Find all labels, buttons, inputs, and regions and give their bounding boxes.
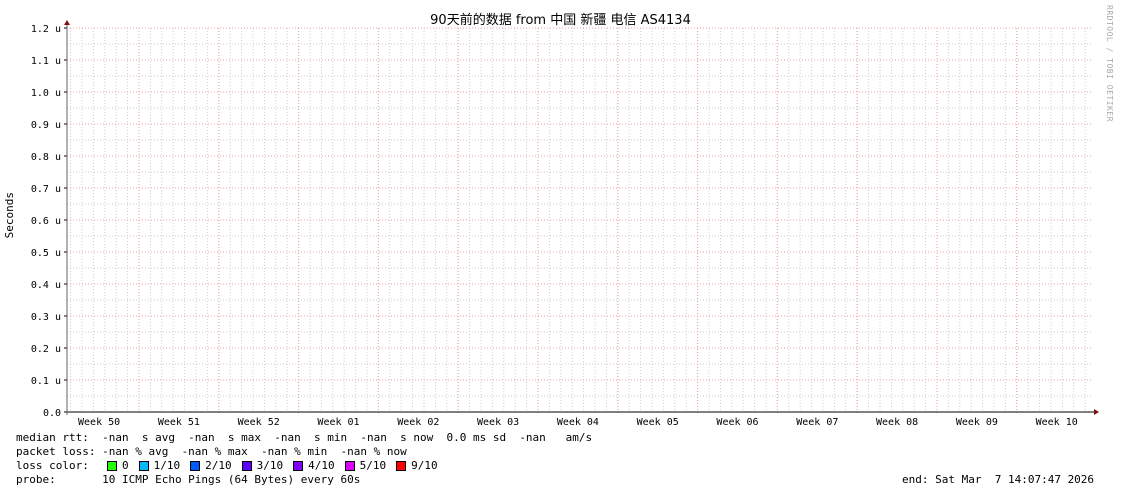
y-axis-arrow (64, 20, 70, 25)
y-axis-label: Seconds (3, 192, 16, 239)
y-tick-label: 0.8 u (31, 152, 61, 163)
y-tick-label: 1.1 u (31, 56, 61, 67)
x-tick-label: Week 06 (716, 417, 758, 428)
loss-color-label: loss color: (16, 459, 89, 472)
loss-color-legend: 0 1/10 2/10 3/10 4/10 5/10 9/10 (107, 459, 448, 472)
y-tick-label: 1.0 u (31, 88, 61, 99)
x-tick-label: Week 10 (1036, 417, 1078, 428)
x-tick-label: Week 01 (317, 417, 359, 428)
loss-color-value: 2/10 (205, 459, 232, 472)
x-tick-label: Week 50 (78, 417, 120, 428)
y-tick-label: 0.5 u (31, 248, 61, 259)
loss-color-swatch (138, 460, 149, 471)
loss-color-value: 1/10 (153, 459, 181, 472)
y-tick-label: 0.9 u (31, 120, 61, 131)
end-time: end: Sat Mar 7 14:07:47 2026 (902, 473, 1095, 486)
loss-color-item: 3/10 (241, 459, 284, 472)
y-tick-label: 0.2 u (31, 344, 61, 355)
loss-color-item: 4/10 (293, 459, 335, 472)
y-tick-label: 0.6 u (31, 216, 61, 227)
loss-color-swatch (344, 460, 355, 471)
x-tick-label: Week 51 (158, 417, 200, 428)
y-tick-label: 0.3 u (31, 312, 61, 323)
x-tick-label: Week 02 (397, 417, 439, 428)
y-tick-label: 0.0 (43, 408, 61, 419)
loss-color-item: 5/10 (344, 459, 387, 472)
loss-color-swatch (241, 460, 252, 471)
x-tick-label: Week 09 (956, 417, 998, 428)
x-axis-arrow (1094, 409, 1099, 415)
loss-color-item: 9/10 (396, 459, 438, 472)
loss-color-item: 0 (107, 459, 129, 472)
loss-color-swatch (107, 460, 117, 471)
x-tick-label: Week 08 (876, 417, 918, 428)
x-tick-label: Week 07 (796, 417, 838, 428)
loss-color-value: 3/10 (256, 459, 284, 472)
median-rtt-stats: median rtt: -nan s avg -nan s max -nan s… (16, 431, 593, 444)
x-tick-label: Week 03 (477, 417, 519, 428)
y-tick-label: 0.4 u (31, 280, 61, 291)
packet-loss-stats: packet loss: -nan % avg -nan % max -nan … (16, 445, 407, 458)
probe-info: probe: 10 ICMP Echo Pings (64 Bytes) eve… (16, 473, 361, 486)
x-tick-label: Week 52 (238, 417, 280, 428)
chart-title: 90天前的数据 from 中国 新疆 电信 AS4134 (430, 13, 691, 28)
y-tick-label: 1.2 u (31, 24, 61, 35)
y-tick-label: 0.7 u (31, 184, 61, 195)
loss-color-value: 9/10 (411, 459, 438, 472)
loss-color-swatch (190, 460, 201, 471)
rrdtool-watermark: RRDTOOL / TOBI OETIKER (1105, 5, 1114, 122)
loss-color-item: 2/10 (190, 459, 232, 472)
x-tick-label: Week 04 (557, 417, 599, 428)
loss-color-value: 4/10 (308, 459, 335, 472)
loss-color-value: 0 (122, 459, 129, 472)
y-tick-label: 0.1 u (31, 376, 61, 387)
loss-color-swatch (396, 460, 407, 471)
loss-color-swatch (293, 460, 304, 471)
x-tick-label: Week 05 (637, 417, 679, 428)
loss-color-item: 1/10 (138, 459, 181, 472)
loss-color-value: 5/10 (359, 459, 387, 472)
